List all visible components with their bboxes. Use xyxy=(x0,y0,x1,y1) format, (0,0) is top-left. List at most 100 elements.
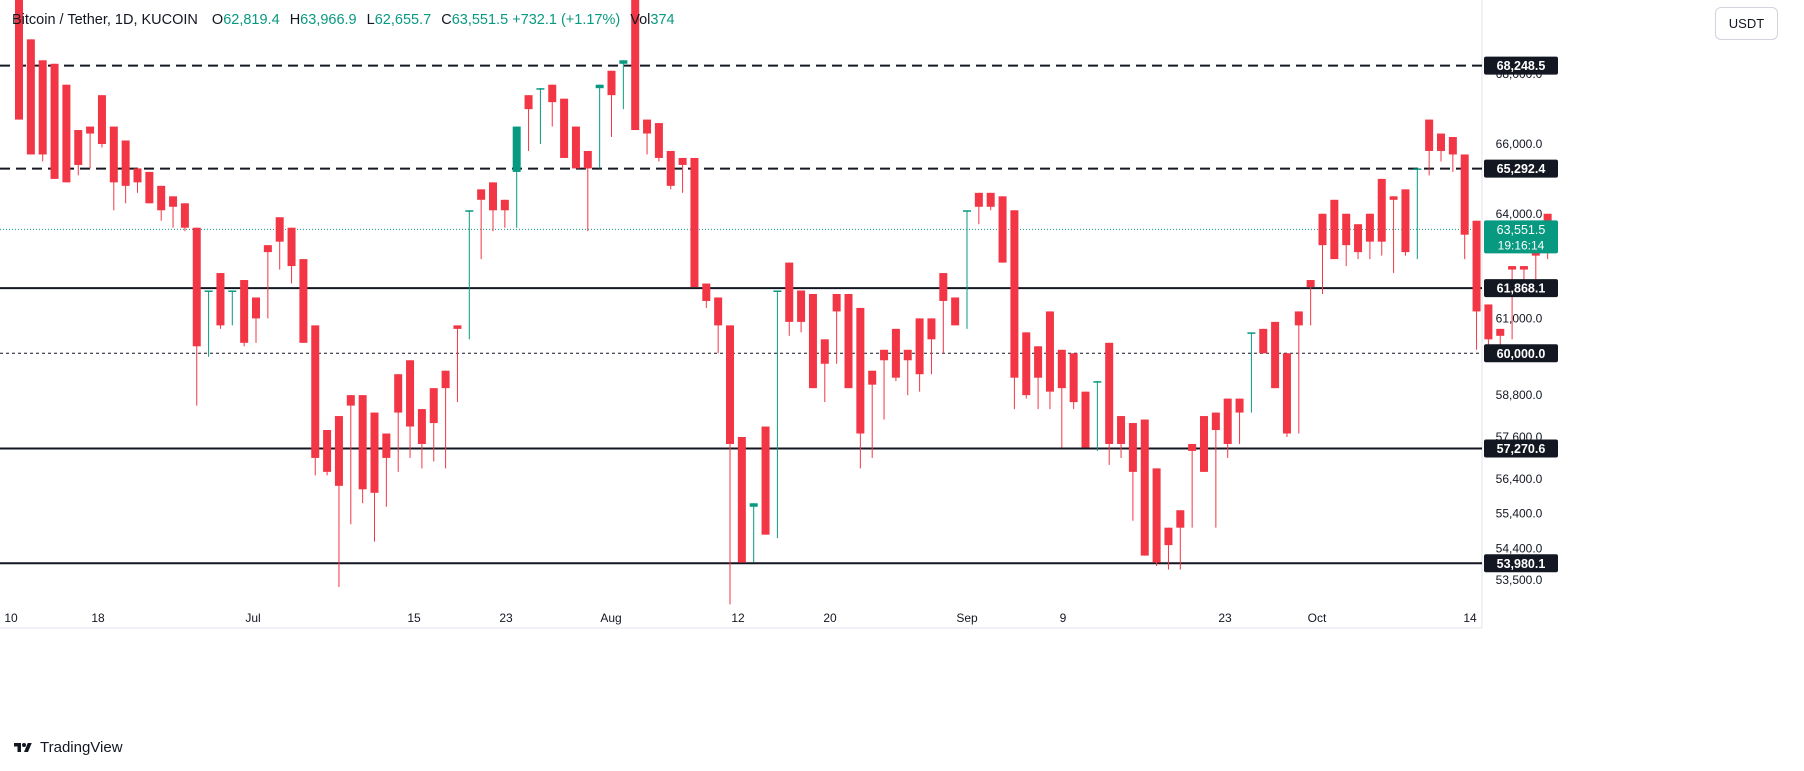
candle-down xyxy=(583,150,592,232)
time-tick-label: Oct xyxy=(1308,611,1327,625)
level-label-bg xyxy=(1484,344,1558,363)
candle-body xyxy=(1211,412,1220,431)
candle-down xyxy=(1306,280,1315,326)
candle-body xyxy=(109,126,118,183)
level-label: 65,292.4 xyxy=(1497,162,1546,176)
time-tick-label: Aug xyxy=(600,611,621,625)
candle-down xyxy=(643,119,652,155)
candle-body xyxy=(429,388,438,424)
candle-down xyxy=(1045,311,1054,410)
candle-body xyxy=(571,126,580,169)
candle-down xyxy=(1508,266,1517,340)
candle-body xyxy=(121,140,130,186)
candle-body xyxy=(643,119,652,134)
candle-body xyxy=(192,227,201,347)
candle-down xyxy=(690,157,699,288)
candle-body xyxy=(299,259,308,343)
candle-body xyxy=(1354,224,1363,253)
candle-down xyxy=(62,84,71,183)
open-label: O xyxy=(211,12,224,28)
candle-body xyxy=(346,395,355,406)
candle-body xyxy=(157,185,166,211)
candle-down xyxy=(1448,137,1457,172)
candle-down xyxy=(654,123,663,162)
candle-body xyxy=(145,171,154,204)
candle-up xyxy=(749,503,758,563)
candle-body xyxy=(1401,189,1410,253)
candle-body xyxy=(465,210,474,212)
candle-down xyxy=(1389,196,1398,274)
time-axis[interactable]: 10 18 Jul 15 23 Aug 12 20 Sep 9 23 Oct 14 xyxy=(4,611,1477,625)
candle-body xyxy=(1140,419,1149,556)
candle-down xyxy=(477,189,486,260)
candle-body xyxy=(1294,311,1303,326)
high-value: 63,966.9 xyxy=(300,12,357,28)
candle-body xyxy=(1259,328,1268,354)
candle-body xyxy=(891,328,900,378)
candle-down xyxy=(1164,527,1173,570)
candle-body xyxy=(1330,199,1339,260)
candle-down xyxy=(1401,189,1410,256)
candle-body xyxy=(1496,328,1505,336)
candle-body xyxy=(998,196,1007,263)
level-price-labels: 68,248.5 65,292.4 61,868.1 60,000.0 57,270.6… xyxy=(1484,56,1558,573)
time-tick-label: 12 xyxy=(731,611,745,625)
candle-up xyxy=(512,126,521,228)
brand-name: TradingView xyxy=(40,739,123,756)
candle-down xyxy=(986,192,995,211)
candle-up xyxy=(1413,168,1422,260)
candle-down xyxy=(370,412,379,542)
candle-down xyxy=(1200,416,1208,472)
candle-down xyxy=(1128,423,1137,521)
candle-down xyxy=(453,325,462,403)
candle-up xyxy=(465,210,474,340)
candle-body xyxy=(1306,280,1315,288)
candle-down xyxy=(998,196,1007,263)
candle-down xyxy=(323,430,332,476)
candle-down xyxy=(74,130,83,176)
candle-down xyxy=(524,95,533,151)
candle-down xyxy=(726,325,734,605)
candle-body xyxy=(761,426,770,535)
high-label: H xyxy=(289,12,301,28)
candle-down xyxy=(785,262,794,336)
candle-down xyxy=(1069,353,1078,410)
candle-down xyxy=(844,293,853,389)
candle-down xyxy=(429,388,438,462)
candle-down xyxy=(1377,178,1386,256)
candle-down xyxy=(891,328,900,382)
candle-body xyxy=(1377,178,1386,242)
candle-down xyxy=(394,374,403,472)
candle-body xyxy=(1022,332,1031,396)
currency-button[interactable]: USDT xyxy=(1715,7,1778,40)
symbol-title[interactable]: Bitcoin / Tether, 1D, KUCOIN xyxy=(12,12,198,28)
candle-body xyxy=(1010,210,1019,378)
candle-body xyxy=(820,339,829,364)
candle-body xyxy=(417,409,426,444)
candle-body xyxy=(240,280,249,343)
candle-down xyxy=(915,318,924,392)
candle-down xyxy=(1437,133,1445,162)
tradingview-brand[interactable]: TradingView xyxy=(12,739,123,756)
candle-body xyxy=(868,370,877,385)
price-tick-label: 56,400.0 xyxy=(1496,472,1543,486)
time-tick-label: 23 xyxy=(499,611,513,625)
candles xyxy=(15,0,1552,605)
price-axis[interactable]: 68,000.066,000.064,000.061,000.058,800.0… xyxy=(1496,67,1543,587)
candle-body xyxy=(560,98,569,158)
candle-down xyxy=(548,84,557,127)
candle-body xyxy=(927,318,936,340)
candle-body xyxy=(1188,443,1197,451)
candle-down xyxy=(299,259,308,343)
candle-down xyxy=(133,168,142,193)
candle-body xyxy=(619,60,628,64)
candle-down xyxy=(1223,398,1232,458)
candle-down xyxy=(109,126,118,211)
candle-up xyxy=(619,60,628,110)
candle-body xyxy=(441,370,450,389)
candle-body xyxy=(714,297,723,326)
candle-down xyxy=(489,182,497,232)
candle-body xyxy=(974,192,983,207)
candle-down xyxy=(1105,342,1114,465)
